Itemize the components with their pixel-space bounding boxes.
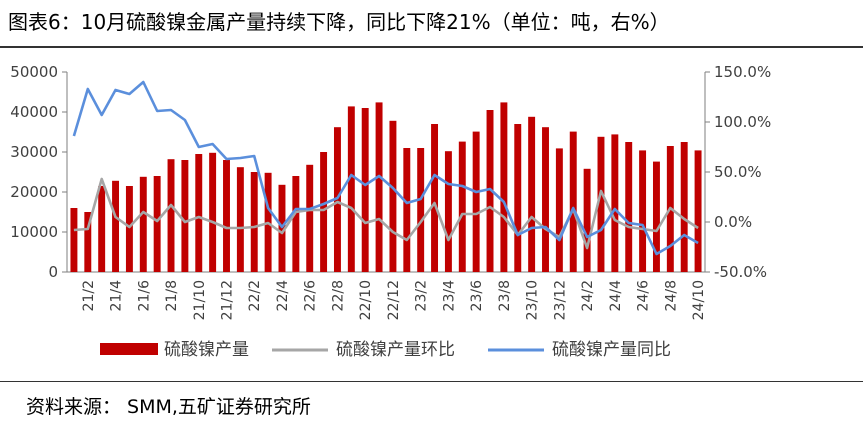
bar bbox=[611, 134, 619, 272]
bar bbox=[597, 136, 605, 272]
left-tick-label: 50000 bbox=[10, 63, 58, 81]
left-tick-label: 20000 bbox=[10, 183, 58, 201]
x-tick-label: 24/8 bbox=[663, 280, 679, 311]
x-tick-label: 24/2 bbox=[580, 280, 596, 311]
x-tick-label: 22/12 bbox=[386, 280, 402, 320]
bar bbox=[444, 151, 452, 272]
x-tick-label: 21/6 bbox=[136, 280, 152, 312]
x-tick-label: 23/12 bbox=[552, 280, 568, 320]
right-tick-label: 150.0% bbox=[714, 63, 771, 81]
left-tick-label: 10000 bbox=[10, 223, 58, 241]
x-tick-label: 22/2 bbox=[247, 280, 263, 311]
bar bbox=[403, 148, 411, 272]
source-note: 资料来源： SMM,五矿证券研究所 bbox=[26, 396, 311, 418]
title-divider bbox=[0, 46, 863, 48]
bar bbox=[236, 167, 244, 272]
bar bbox=[389, 120, 397, 272]
bar bbox=[181, 160, 189, 272]
left-tick-label: 40000 bbox=[10, 103, 58, 121]
bar bbox=[70, 208, 78, 272]
right-tick-label: 50.0% bbox=[714, 163, 762, 181]
bar bbox=[431, 124, 439, 272]
x-tick-label: 23/4 bbox=[441, 280, 457, 312]
bar bbox=[223, 160, 230, 272]
bar bbox=[680, 142, 688, 272]
right-tick-label: 100.0% bbox=[714, 113, 771, 131]
left-tick-label: 30000 bbox=[10, 143, 58, 161]
bar bbox=[98, 186, 106, 272]
mom-line bbox=[73, 177, 699, 250]
x-tick-label: 21/4 bbox=[109, 280, 125, 312]
bar bbox=[112, 180, 120, 272]
bar bbox=[320, 152, 328, 272]
x-tick-label: 22/6 bbox=[303, 280, 319, 312]
x-tick-label: 23/10 bbox=[525, 280, 541, 320]
bar bbox=[250, 172, 258, 272]
bar bbox=[569, 131, 577, 272]
bar bbox=[486, 110, 494, 272]
bar bbox=[278, 184, 286, 272]
bar bbox=[306, 164, 314, 272]
bar bbox=[472, 131, 480, 272]
source-divider bbox=[0, 381, 863, 382]
bar bbox=[625, 142, 633, 272]
legend-label: 硫酸镍产量同比 bbox=[552, 340, 671, 360]
bar bbox=[417, 148, 425, 272]
bar bbox=[458, 141, 466, 272]
line-series bbox=[72, 80, 699, 256]
x-tick-label: 23/6 bbox=[469, 280, 485, 312]
x-tick-label: 23/8 bbox=[497, 280, 513, 311]
bar bbox=[500, 102, 508, 273]
x-tick-label: 21/10 bbox=[192, 280, 208, 320]
bar bbox=[209, 152, 217, 272]
x-tick-label: 21/8 bbox=[164, 280, 180, 311]
bar bbox=[694, 150, 702, 272]
x-tick-label: 21/2 bbox=[81, 280, 97, 311]
right-tick-label: -50.0% bbox=[714, 263, 767, 281]
x-tick-label: 22/10 bbox=[358, 280, 374, 320]
bar bbox=[583, 168, 591, 272]
chart-title: 图表6：10月硫酸镍金属产量持续下降，同比下降21%（单位：吨，右%） bbox=[8, 10, 670, 34]
bar bbox=[347, 106, 355, 273]
x-tick-label: 22/4 bbox=[275, 280, 291, 312]
tick-labels: 0 10000 20000 30000 40000 50000 -50.0% 0.0% 50.0… bbox=[10, 63, 771, 320]
bar bbox=[84, 212, 92, 272]
x-tick-label: 24/10 bbox=[691, 280, 707, 320]
legend-bar-swatch bbox=[100, 343, 158, 355]
x-tick-label: 21/12 bbox=[220, 280, 236, 320]
bar bbox=[361, 108, 369, 272]
bar bbox=[375, 102, 383, 273]
bar bbox=[153, 176, 161, 272]
right-tick-label: 0.0% bbox=[714, 213, 752, 231]
bar bbox=[195, 154, 203, 272]
bar bbox=[652, 161, 660, 272]
bar bbox=[333, 127, 341, 272]
bar bbox=[139, 176, 147, 272]
x-tick-label: 24/6 bbox=[636, 280, 652, 312]
bar bbox=[528, 116, 536, 272]
legend-label: 硫酸镍产量 bbox=[164, 340, 249, 360]
yoy-line bbox=[72, 80, 699, 256]
x-tick-label: 22/8 bbox=[330, 280, 346, 311]
bar bbox=[639, 150, 647, 272]
x-tick-label: 23/2 bbox=[414, 280, 430, 311]
bar bbox=[555, 148, 563, 272]
bar bbox=[292, 176, 300, 272]
bar bbox=[542, 127, 549, 272]
x-tick-label: 24/4 bbox=[608, 280, 624, 312]
left-tick-label: 0 bbox=[48, 263, 58, 281]
legend-label: 硫酸镍产量环比 bbox=[336, 340, 455, 360]
bar-series bbox=[70, 102, 702, 273]
chart-legend: 硫酸镍产量 硫酸镍产量环比 硫酸镍产量同比 bbox=[100, 340, 671, 360]
bar bbox=[125, 186, 133, 272]
bar bbox=[514, 124, 522, 272]
bar bbox=[167, 159, 175, 272]
